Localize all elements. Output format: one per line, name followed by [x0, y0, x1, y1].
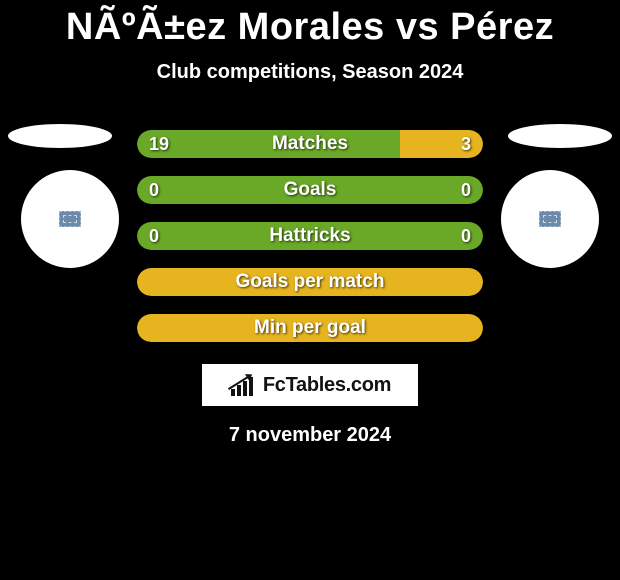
stat-row-goals-per-match: Goals per match	[137, 268, 483, 296]
stat-label: Matches	[137, 133, 483, 155]
bar-chart-arrow-icon	[229, 374, 257, 396]
stat-label: Min per goal	[137, 317, 483, 339]
brand-text: FcTables.com	[263, 374, 391, 397]
footer-date: 7 november 2024	[0, 424, 620, 447]
stat-label: Goals	[137, 179, 483, 201]
stat-label: Goals per match	[137, 271, 483, 293]
stat-row-matches: 19 Matches 3	[137, 130, 483, 158]
stat-row-hattricks: 0 Hattricks 0	[137, 222, 483, 250]
brand-box[interactable]: FcTables.com	[202, 364, 418, 406]
page-subtitle: Club competitions, Season 2024	[0, 61, 620, 84]
stat-row-min-per-goal: Min per goal	[137, 314, 483, 342]
stat-row-goals: 0 Goals 0	[137, 176, 483, 204]
stat-label: Hattricks	[137, 225, 483, 247]
page-title: NÃºÃ±ez Morales vs Pérez	[0, 0, 620, 49]
stats-container: 19 Matches 3 0 Goals 0 0 Hattricks 0 Goa…	[0, 130, 620, 342]
